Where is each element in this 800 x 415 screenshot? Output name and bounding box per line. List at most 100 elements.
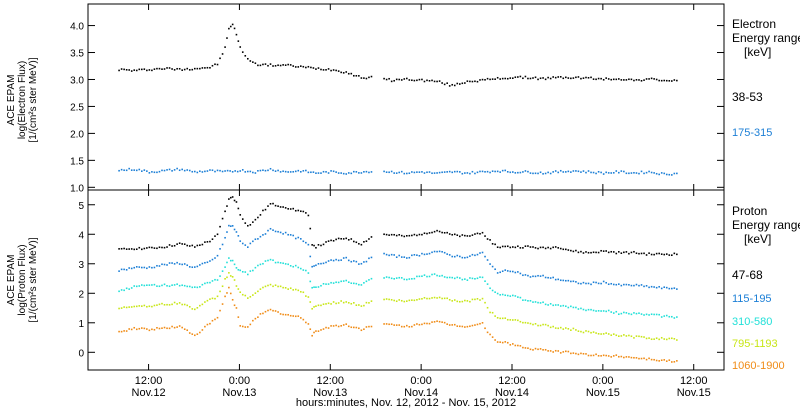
data-point (671, 315, 673, 318)
data-point (204, 241, 206, 243)
data-point (337, 70, 340, 72)
data-point (237, 40, 240, 42)
data-point (178, 242, 181, 245)
data-point (181, 168, 183, 171)
data-point (451, 233, 454, 236)
data-point (607, 333, 610, 335)
data-point (618, 78, 620, 80)
data-point (188, 245, 191, 247)
data-point (309, 280, 312, 283)
data-point (416, 323, 418, 325)
data-point (519, 171, 522, 174)
y-tick-label: 0 (78, 348, 84, 359)
data-point (332, 240, 335, 242)
data-point (317, 304, 320, 307)
data-point (499, 171, 501, 173)
data-point (340, 237, 342, 240)
data-point (332, 170, 335, 173)
data-point (607, 309, 610, 312)
data-point (342, 238, 345, 240)
data-point (156, 247, 158, 250)
data-point (300, 210, 302, 213)
data-point (342, 280, 345, 282)
data-point (428, 80, 431, 82)
data-point (135, 169, 138, 172)
data-point (615, 252, 618, 255)
data-point (549, 303, 552, 305)
data-point (585, 353, 587, 355)
data-point (416, 254, 418, 256)
data-point (436, 297, 438, 299)
data-point (640, 284, 643, 286)
data-point (228, 224, 230, 227)
data-point (199, 304, 201, 307)
data-point (446, 82, 448, 84)
data-point (655, 359, 658, 362)
data-point (269, 202, 272, 205)
data-point (130, 70, 133, 72)
data-point (204, 261, 206, 264)
data-point (565, 76, 567, 79)
data-point (191, 68, 194, 71)
data-point (658, 79, 660, 82)
data-point (534, 347, 537, 350)
data-point (300, 238, 302, 240)
data-point (267, 284, 269, 287)
data-point (229, 170, 231, 172)
data-point (559, 169, 562, 172)
data-point (221, 270, 224, 272)
data-point (575, 306, 577, 309)
data-point (489, 171, 491, 174)
x-tick-label-date: Nov.13 (222, 387, 256, 399)
data-point (289, 208, 292, 210)
data-point (597, 310, 600, 312)
data-point (234, 170, 236, 172)
data-point (123, 247, 125, 250)
data-point (229, 25, 232, 28)
data-point (481, 231, 484, 234)
data-point (262, 234, 264, 236)
data-point (446, 231, 448, 234)
data-point (385, 171, 388, 173)
data-point (247, 170, 249, 173)
data-point (522, 346, 524, 349)
data-point (433, 250, 436, 253)
data-point (464, 278, 466, 280)
data-point (489, 263, 491, 265)
data-point (423, 172, 426, 174)
data-point (226, 205, 228, 207)
data-point (171, 262, 173, 264)
data-point (587, 76, 590, 79)
data-point (274, 170, 277, 172)
data-point (484, 171, 486, 173)
data-point (143, 169, 146, 171)
data-point (610, 78, 613, 81)
data-point (587, 282, 590, 285)
data-point (206, 170, 209, 172)
data-point (580, 330, 582, 333)
data-point (554, 327, 557, 329)
data-point (668, 173, 671, 176)
data-point (183, 68, 186, 71)
data-point (221, 217, 224, 220)
data-point (524, 299, 527, 301)
data-point (527, 347, 529, 350)
data-point (517, 76, 519, 78)
data-point (171, 170, 173, 172)
data-point (600, 77, 602, 80)
data-point (340, 325, 342, 327)
data-point (224, 266, 226, 268)
data-point (272, 65, 274, 67)
data-point (310, 171, 312, 174)
data-point (466, 235, 469, 237)
data-point (471, 298, 474, 301)
data-point (524, 75, 527, 78)
data-point (587, 308, 590, 311)
data-point (623, 170, 625, 173)
data-point (499, 246, 501, 249)
proton-legend-115-195: 115-195 (732, 293, 772, 305)
data-point (388, 323, 390, 326)
data-point (158, 246, 161, 249)
data-point (365, 301, 368, 304)
data-point (219, 225, 221, 228)
